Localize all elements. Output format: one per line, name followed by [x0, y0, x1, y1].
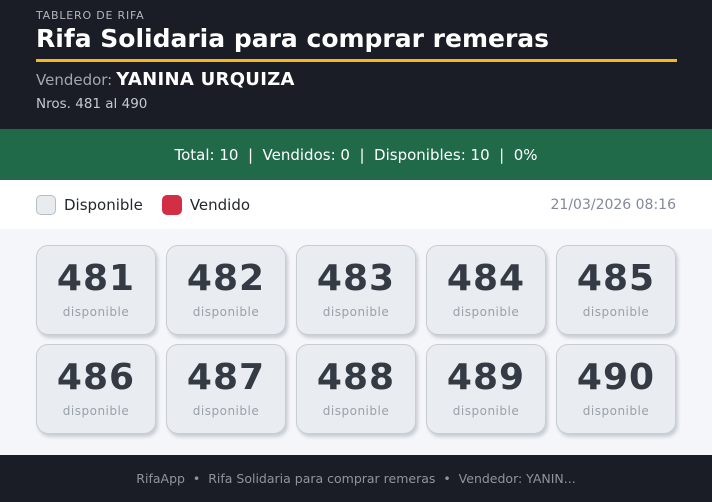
- cell-status: disponible: [192, 305, 260, 319]
- board-kicker: TABLERO DE RIFA: [36, 9, 145, 22]
- cell-status: disponible: [452, 305, 520, 319]
- raffle-cell-488[interactable]: 488 disponible: [296, 344, 416, 434]
- raffle-cell-487[interactable]: 487 disponible: [166, 344, 286, 434]
- cell-status: disponible: [322, 305, 390, 319]
- footer: RifaApp • Rifa Solidaria para comprar re…: [0, 455, 712, 502]
- raffle-cell-484[interactable]: 484 disponible: [426, 245, 546, 335]
- raffle-cell-482[interactable]: 482 disponible: [166, 245, 286, 335]
- available-swatch-icon: [36, 194, 56, 215]
- raffle-cell-486[interactable]: 486 disponible: [36, 344, 156, 434]
- available-label: Disponible: [64, 195, 143, 214]
- cell-number: 487: [186, 357, 266, 398]
- cell-number: 481: [56, 258, 136, 299]
- raffle-cell-489[interactable]: 489 disponible: [426, 344, 546, 434]
- sold-swatch-icon: [161, 194, 182, 215]
- vendor-label: Vendedor:: [36, 71, 113, 89]
- cell-number: 490: [576, 357, 656, 398]
- raffle-cell-483[interactable]: 483 disponible: [296, 245, 416, 335]
- timestamp: 21/03/2026 08:16: [550, 196, 677, 213]
- cell-number: 483: [316, 258, 396, 299]
- page-title: Rifa Solidaria para comprar remeras: [36, 24, 550, 53]
- legend-item-available: Disponible: [36, 194, 143, 215]
- sold-label: Vendido: [189, 195, 251, 214]
- raffle-board: 481 disponible 482 disponible 483 disponible 4…: [0, 229, 712, 455]
- vendor-line: Vendedor: YANINA URQUIZA: [36, 69, 677, 90]
- cell-number: 485: [576, 258, 656, 299]
- header: TABLERO DE RIFA Rifa Solidaria para comp…: [0, 0, 712, 129]
- cell-status: disponible: [62, 305, 130, 319]
- cell-status: disponible: [322, 404, 390, 418]
- number-range: Nros. 481 al 490: [36, 96, 148, 112]
- cell-status: disponible: [62, 404, 130, 418]
- stats-summary: Total: 10 | Vendidos: 0 | Disponibles: 1…: [174, 145, 538, 164]
- raffle-cell-490[interactable]: 490 disponible: [556, 344, 676, 434]
- cell-number: 482: [186, 258, 266, 299]
- cell-number: 489: [446, 357, 526, 398]
- raffle-cell-481[interactable]: 481 disponible: [36, 245, 156, 335]
- stats-bar: Total: 10 | Vendidos: 0 | Disponibles: 1…: [0, 129, 712, 180]
- legend-bar: Disponible Vendido 21/03/2026 08:16: [0, 180, 712, 229]
- cell-number: 486: [56, 357, 136, 398]
- cell-status: disponible: [192, 404, 260, 418]
- cell-number: 484: [446, 258, 526, 299]
- title-underline: [36, 59, 677, 62]
- cell-number: 488: [316, 357, 396, 398]
- raffle-cell-485[interactable]: 485 disponible: [556, 245, 676, 335]
- vendor-name: YANINA URQUIZA: [116, 69, 295, 90]
- legend-item-sold: Vendido: [161, 194, 251, 215]
- number-grid: 481 disponible 482 disponible 483 disponible 4…: [36, 245, 676, 434]
- cell-status: disponible: [582, 305, 650, 319]
- cell-status: disponible: [582, 404, 650, 418]
- cell-status: disponible: [452, 404, 520, 418]
- footer-text: RifaApp • Rifa Solidaria para comprar re…: [136, 471, 576, 486]
